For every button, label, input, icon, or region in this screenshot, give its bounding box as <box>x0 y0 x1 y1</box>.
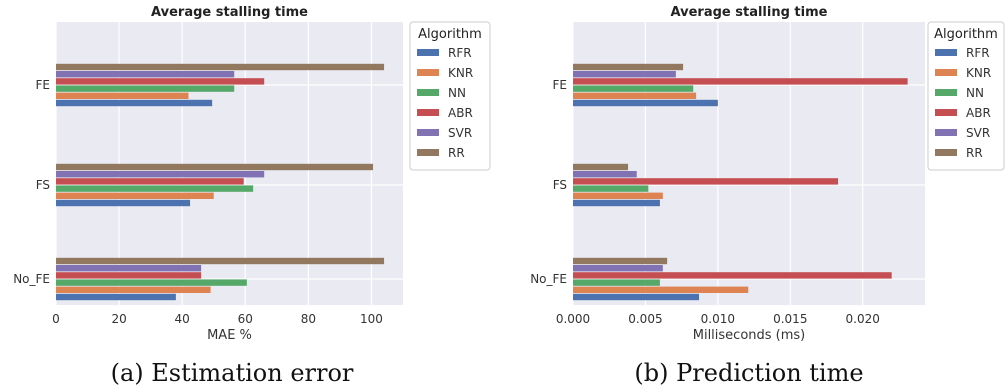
legend-label-rr: RR <box>966 146 983 160</box>
bar-rr-no_fe <box>56 257 385 265</box>
legend-swatch-rfr <box>417 49 439 56</box>
legend-label-rfr: RFR <box>966 46 990 60</box>
x-tick-label: 60 <box>238 312 253 326</box>
legend-swatch-abr <box>935 109 957 116</box>
x-tick-label: 20 <box>111 312 126 326</box>
legend-label-nn: NN <box>966 86 984 100</box>
bar-knr-no_fe <box>573 286 749 293</box>
bar-svr-fe <box>573 71 676 78</box>
bar-nn-fs <box>56 185 254 192</box>
legend-swatch-knr <box>417 69 439 76</box>
bar-knr-fe <box>573 92 697 99</box>
legend-swatch-rfr <box>935 49 957 56</box>
bar-abr-fs <box>56 178 244 185</box>
x-tick-label: 0.005 <box>628 312 662 326</box>
bar-nn-no_fe <box>573 279 660 286</box>
legend-swatch-rr <box>935 149 957 156</box>
legend-label-knr: KNR <box>966 66 991 80</box>
chart-prediction-time: 0.000 0.005 0.010 0.015 0.020 FE FS No_FE Averag… <box>530 5 1005 343</box>
legend-swatch-svr <box>417 129 439 136</box>
chart-estimation-error: 0 20 40 60 80 100 FE FS No_FE Average stalling ti… <box>13 5 491 343</box>
bar-rr-no_fe <box>573 257 668 265</box>
legend-label-knr: KNR <box>448 66 473 80</box>
legend-label-nn: NN <box>448 86 466 100</box>
legend-label-svr: SVR <box>966 126 990 140</box>
x-axis-label: Milliseconds (ms) <box>693 328 806 343</box>
x-tick-label: 0.015 <box>773 312 807 326</box>
legend-label-rr: RR <box>448 146 465 160</box>
y-tick-label-fe: FE <box>36 78 50 92</box>
bar-abr-fs <box>573 178 839 185</box>
y-tick-label-no_fe: No_FE <box>13 272 50 286</box>
legend-swatch-svr <box>935 129 957 136</box>
bar-rfr-fe <box>573 99 718 107</box>
x-tick-label: 40 <box>175 312 190 326</box>
bar-knr-fs <box>56 192 214 199</box>
bar-abr-no_fe <box>573 272 892 279</box>
legend-swatch-abr <box>417 109 439 116</box>
legend-title: Algorithm <box>934 27 998 42</box>
legend: Algorithm RFR KNR NN ABR SVR RR <box>409 21 491 171</box>
bar-knr-no_fe <box>56 286 211 293</box>
bar-abr-fe <box>573 78 908 85</box>
y-tick-label-fe: FE <box>553 78 567 92</box>
bar-rfr-no_fe <box>56 293 176 301</box>
legend-title: Algorithm <box>418 27 482 42</box>
x-tick-label: 100 <box>360 312 383 326</box>
bar-svr-fe <box>56 71 235 78</box>
bar-svr-fs <box>573 171 637 178</box>
bar-rr-fs <box>573 163 629 171</box>
chart-title: Average stalling time <box>151 5 308 20</box>
x-tick-label: 0.010 <box>701 312 735 326</box>
bar-rr-fe <box>56 63 385 71</box>
y-tick-label-no_fe: No_FE <box>530 272 567 286</box>
legend-label-abr: ABR <box>966 106 991 120</box>
bar-nn-no_fe <box>56 279 247 286</box>
bar-svr-fs <box>56 171 265 178</box>
y-tick-label-fs: FS <box>553 178 567 192</box>
legend-swatch-rr <box>417 149 439 156</box>
chart-title: Average stalling time <box>671 5 828 20</box>
legend-swatch-nn <box>935 89 957 96</box>
legend-label-rfr: RFR <box>448 46 472 60</box>
bar-rfr-fs <box>56 199 191 207</box>
x-tick-label: 80 <box>301 312 316 326</box>
x-axis-label: MAE % <box>207 328 252 343</box>
bar-rfr-fe <box>56 99 213 107</box>
legend-swatch-knr <box>935 69 957 76</box>
bar-knr-fs <box>573 192 663 199</box>
bar-knr-fe <box>56 92 189 99</box>
bar-rr-fe <box>573 63 684 71</box>
legend: Algorithm RFR KNR NN ABR SVR RR <box>927 21 1005 171</box>
bar-rfr-no_fe <box>573 293 700 301</box>
bar-svr-no_fe <box>56 265 202 272</box>
caption-prediction-time: (b) Prediction time <box>634 359 863 387</box>
bar-svr-no_fe <box>573 265 663 272</box>
bar-nn-fs <box>573 185 649 192</box>
x-tick-label: 0.000 <box>556 312 590 326</box>
legend-label-svr: SVR <box>448 126 472 140</box>
legend-swatch-nn <box>417 89 439 96</box>
x-tick-label: 0 <box>52 312 60 326</box>
caption-estimation-error: (a) Estimation error <box>111 359 354 387</box>
bar-nn-fe <box>573 85 694 92</box>
x-tick-label: 0.020 <box>846 312 880 326</box>
bar-abr-fe <box>56 78 265 85</box>
bar-abr-no_fe <box>56 272 202 279</box>
bar-rfr-fs <box>573 199 660 207</box>
bar-nn-fe <box>56 85 235 92</box>
bar-rr-fs <box>56 163 374 171</box>
y-tick-label-fs: FS <box>36 178 50 192</box>
legend-label-abr: ABR <box>448 106 473 120</box>
